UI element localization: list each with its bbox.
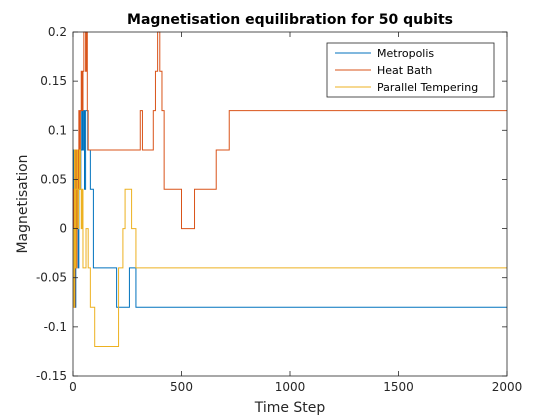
y-tick-label: 0 bbox=[59, 222, 67, 236]
y-tick-label: 0.05 bbox=[40, 172, 67, 186]
legend-label-1: Metropolis bbox=[377, 47, 434, 60]
plot-frame bbox=[72, 31, 508, 377]
legend-label-3: Parallel Tempering bbox=[377, 81, 478, 94]
ticks-layer: 0 500 1000 1500 2000 -0.15 -0.1 -0.05 0 0.05 0.1 0.… bbox=[36, 25, 522, 394]
y-tick-label: 0.15 bbox=[40, 74, 67, 88]
chart-title: Magnetisation equilibration for 50 qubit… bbox=[127, 12, 453, 28]
legend-label-2: Heat Bath bbox=[377, 64, 432, 77]
x-tick-label: 1000 bbox=[275, 380, 306, 394]
x-axis-label: Time Step bbox=[254, 400, 326, 416]
y-tick-label: 0.2 bbox=[48, 25, 67, 39]
legend: Metropolis Heat Bath Parallel Tempering bbox=[326, 42, 495, 98]
x-tick-label: 1500 bbox=[383, 380, 414, 394]
x-tick-label: 0 bbox=[69, 380, 77, 394]
y-tick-label: -0.05 bbox=[36, 271, 67, 285]
x-tick-label: 500 bbox=[170, 380, 193, 394]
y-tick-label: -0.1 bbox=[44, 320, 67, 334]
y-tick-label: 0.1 bbox=[48, 123, 67, 137]
series-layer bbox=[73, 31, 507, 348]
y-tick-label: -0.15 bbox=[36, 369, 67, 383]
y-axis-label: Magnetisation bbox=[15, 154, 31, 253]
x-tick-label: 2000 bbox=[492, 380, 523, 394]
series-line-3 bbox=[73, 149, 507, 348]
